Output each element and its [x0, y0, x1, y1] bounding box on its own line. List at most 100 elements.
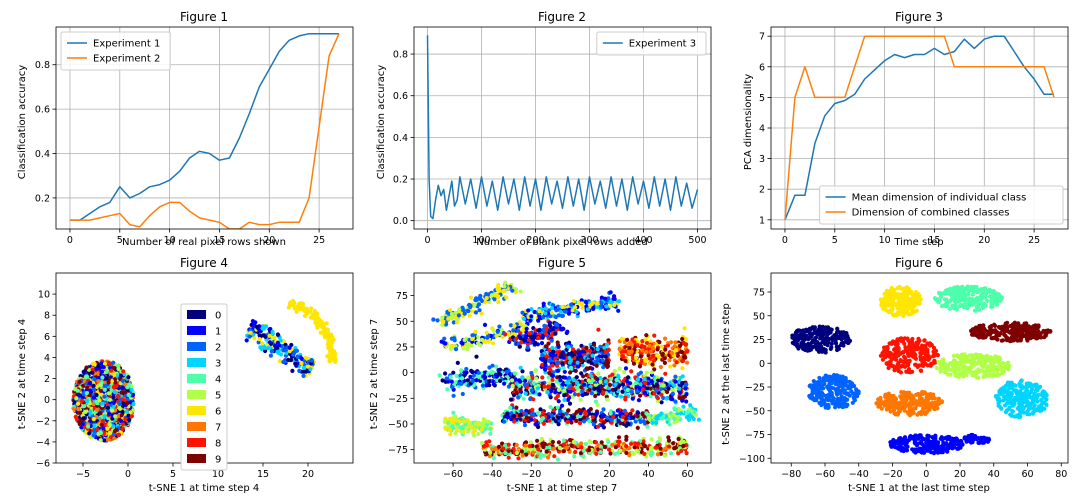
figure-5-cluster-2 — [439, 320, 530, 352]
figure-4-point — [104, 369, 109, 374]
figure-5-point — [606, 439, 611, 444]
figure-5-point — [529, 388, 535, 393]
figure-5-point — [530, 407, 535, 412]
figure-5-point — [484, 330, 489, 335]
figure-4-panel: Figure 4 t-SNE 1 at time step 4 t-SNE 2 … — [17, 256, 354, 494]
figure-5-xlabel: t-SNE 1 at time step 7 — [507, 483, 618, 494]
figure-6-point — [825, 326, 830, 331]
figure-4-point — [275, 345, 280, 350]
figure-5-point — [668, 340, 674, 345]
figure-5-point — [605, 364, 610, 369]
figure-5-point — [514, 450, 520, 456]
figure-5-point — [555, 340, 560, 345]
figure-5-point — [625, 387, 630, 393]
figure-5-point — [543, 344, 548, 349]
figure-6-point — [839, 330, 844, 335]
figure-5-point — [613, 382, 618, 387]
figure-5-point — [655, 396, 661, 401]
figure-5-point — [556, 440, 562, 445]
figure-5-point — [588, 407, 593, 412]
figure-5-point — [620, 414, 626, 419]
figure-5-point — [623, 395, 628, 400]
figure-5-point — [484, 296, 489, 301]
figure-4-point — [121, 401, 126, 406]
figure-5-point — [440, 315, 445, 320]
figure-5-point — [551, 408, 557, 413]
figure-5-point — [482, 374, 487, 379]
figure-4-point — [97, 398, 102, 403]
figure-6-point — [835, 326, 840, 331]
figure-5-point — [629, 441, 634, 446]
figure-5-point — [537, 315, 542, 320]
figure-5-point — [486, 419, 491, 424]
figure-3-series-1-line — [784, 35, 1054, 221]
figure-5-point — [579, 445, 584, 450]
figure-5-point — [522, 382, 527, 387]
figure-4-point — [288, 303, 293, 308]
figure-5-point — [560, 403, 565, 408]
figure-5-point — [512, 371, 517, 376]
figure-5-point — [523, 378, 528, 383]
figure-5-point — [642, 451, 647, 456]
figure-6-point — [809, 340, 814, 345]
figure-4-point — [88, 419, 93, 424]
figure-2-ylabel: Classification accuracy — [376, 65, 387, 180]
figure-5-point — [658, 378, 664, 383]
figure-5-point — [574, 309, 579, 314]
figure-4-point — [111, 385, 116, 390]
figure-5-point — [505, 414, 511, 420]
figure-5-point — [485, 371, 491, 376]
figure-5-point — [644, 333, 649, 338]
figure-4-point — [293, 361, 298, 366]
figure-5-point — [528, 447, 533, 452]
figure-4-point — [83, 409, 88, 414]
figure-4-point — [102, 387, 107, 392]
figure-6-point — [829, 345, 834, 350]
figure-5-xtick-label: 0 — [567, 469, 573, 480]
figure-5-point — [666, 435, 671, 440]
figure-5-point — [676, 436, 681, 442]
figure-5-point — [579, 385, 584, 390]
figure-5-cluster-5 — [539, 327, 611, 380]
figure-5-point — [666, 386, 671, 391]
figure-4-point — [324, 321, 329, 326]
figure-5-cluster-11 — [480, 434, 690, 462]
figure-5-point — [465, 343, 470, 348]
figure-5-point — [583, 441, 589, 447]
figure-4-ytick-label: 2 — [44, 374, 50, 385]
figure-3-xtick-label: 0 — [782, 235, 788, 246]
figure-4-point — [105, 426, 110, 431]
figure-5-point — [564, 330, 569, 336]
figure-5-point — [632, 445, 637, 450]
figure-1-xtick-label: 5 — [117, 235, 123, 246]
figure-5-point — [501, 446, 506, 451]
figure-4-title: Figure 4 — [180, 256, 228, 270]
figure-5-point — [644, 370, 649, 375]
figure-4-point — [88, 388, 93, 393]
figure-5-point — [658, 446, 663, 451]
figure-4-point — [329, 338, 334, 343]
figure-5-point — [642, 443, 648, 448]
figure-5-point — [449, 384, 454, 389]
figure-4-point — [124, 409, 129, 414]
figure-5-point — [543, 360, 548, 365]
figure-4-point — [84, 365, 89, 370]
figure-4-point — [325, 327, 330, 332]
figure-5-point — [503, 451, 508, 456]
figure-5-point — [453, 347, 459, 352]
figure-4-point — [287, 349, 292, 354]
figure-4-point — [314, 314, 319, 319]
figure-5-point — [448, 308, 453, 313]
figure-5-point — [654, 382, 659, 387]
figure-4-legend-swatch — [187, 406, 206, 415]
figure-5-point — [680, 350, 685, 355]
figure-5-point — [442, 336, 447, 341]
figure-1-xtick-label: 10 — [164, 235, 176, 246]
figure-5-point — [488, 431, 493, 436]
figure-5-point — [511, 413, 516, 418]
figure-4-point — [257, 337, 262, 342]
figure-5-point — [529, 334, 535, 340]
figure-5-point — [550, 373, 555, 378]
figure-4-point — [127, 382, 132, 387]
figure-5-point — [478, 297, 483, 302]
